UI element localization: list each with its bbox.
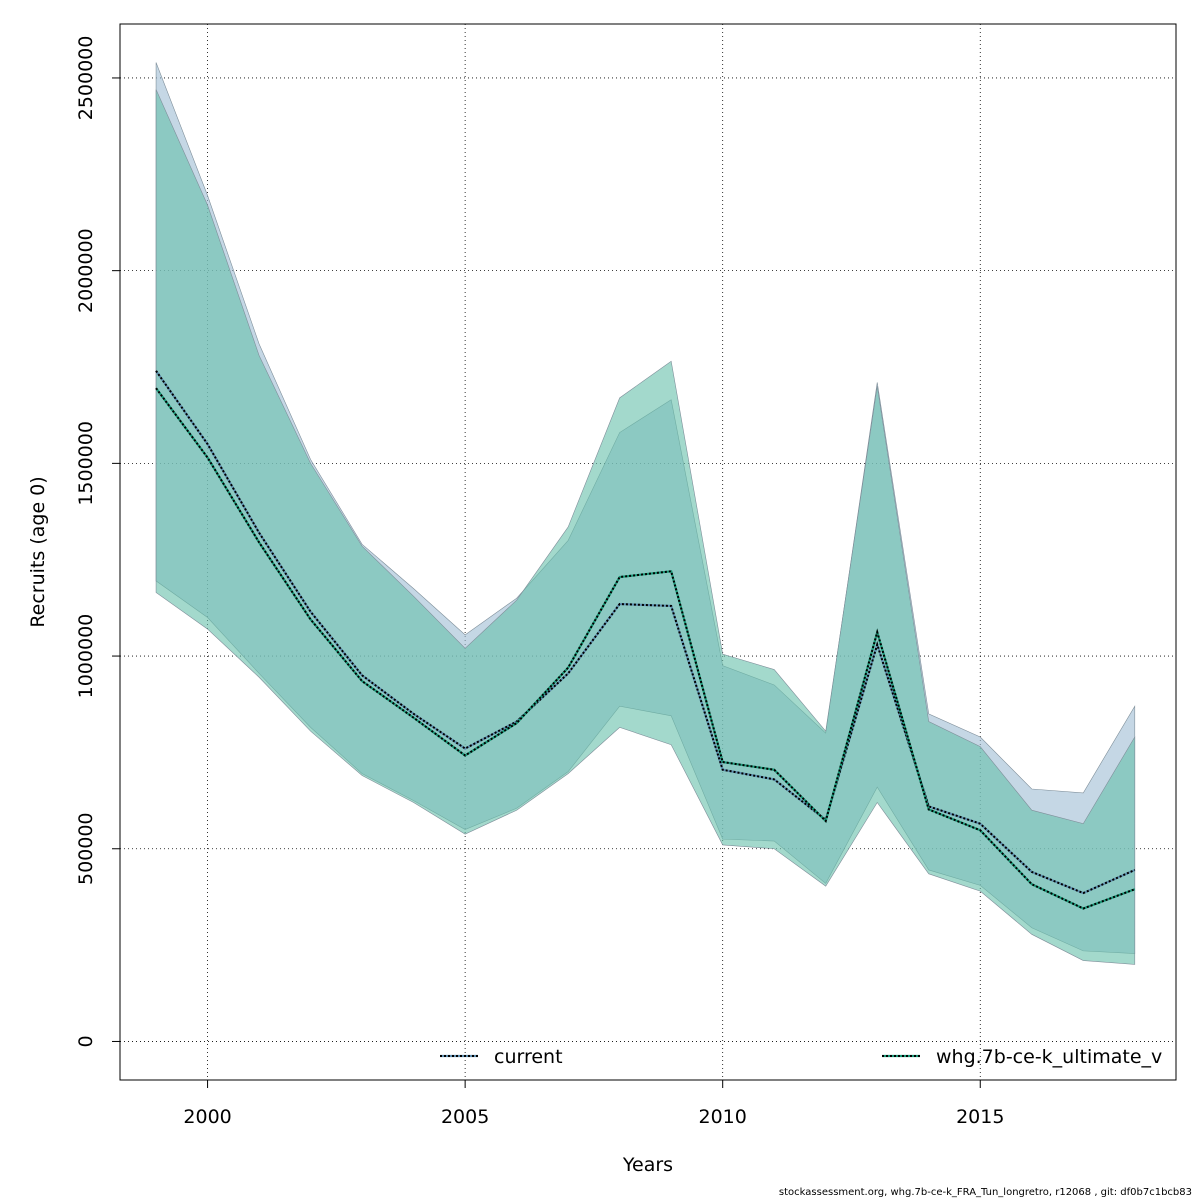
series-line-1 xyxy=(155,370,1136,895)
x-tick-label: 2010 xyxy=(699,1106,747,1128)
y-axis: 0 500000 1000000 1500000 2000000 2500000 xyxy=(75,36,120,1048)
x-tick-label: 2005 xyxy=(441,1106,489,1128)
series-lines xyxy=(155,370,1136,910)
y-tick-label: 0 xyxy=(75,1035,97,1047)
y-tick-label: 1500000 xyxy=(75,421,97,506)
y-tick-label: 1000000 xyxy=(75,614,97,699)
y-axis-title: Recruits (age 0) xyxy=(27,476,49,627)
legend-label-2: whg.7b-ce-k_ultimate_v xyxy=(936,1046,1162,1068)
legend-label-1: current xyxy=(494,1046,563,1068)
x-axis: 2000 2005 2010 2015 xyxy=(183,1080,1004,1128)
legend: current whg.7b-ce-k_ultimate_v xyxy=(440,1046,1162,1068)
confidence-bands xyxy=(155,62,1136,965)
x-axis-title: Years xyxy=(622,1154,673,1176)
series-line-2 xyxy=(155,387,1136,910)
footer-caption: stockassessment.org, whg.7b-ce-k_FRA_Tun… xyxy=(778,1187,1192,1198)
y-tick-label: 2000000 xyxy=(75,228,97,313)
x-tick-label: 2015 xyxy=(956,1106,1004,1128)
y-tick-label: 2500000 xyxy=(75,36,97,121)
y-tick-label: 500000 xyxy=(75,812,97,885)
plot-frame xyxy=(119,23,1177,1081)
x-tick-label: 2000 xyxy=(183,1106,231,1128)
band-series-2 xyxy=(155,89,1136,965)
